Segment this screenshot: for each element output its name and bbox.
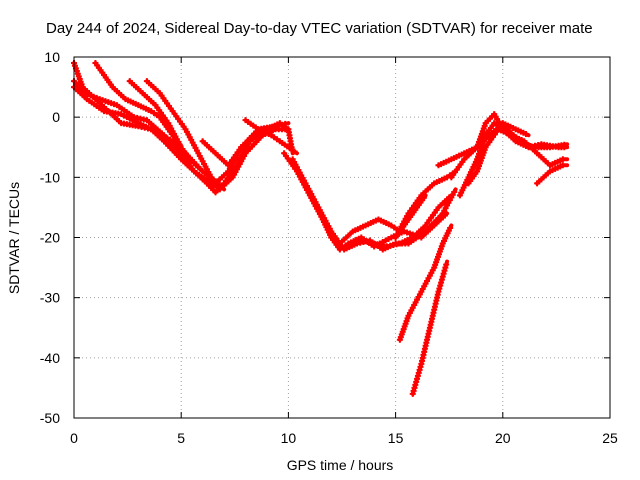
data-series-13 [392,169,458,241]
plus-marker [522,131,529,138]
plus-marker [87,92,94,99]
plus-marker [90,93,97,100]
y-tick-label: -10 [40,169,60,185]
y-axis-label: SDTVAR / TECUs [6,182,22,294]
data-series-group [71,60,570,397]
plus-marker [176,141,183,148]
x-tick-label: 20 [495,430,511,446]
plus-marker [197,166,204,173]
plus-marker [559,156,566,163]
data-series-6 [143,78,227,192]
plus-marker [561,141,568,148]
plus-marker [559,162,566,169]
plus-marker [93,94,100,101]
y-tick-label: -50 [40,410,60,426]
plus-marker [282,126,289,133]
plus-marker [451,189,458,196]
x-tick-label: 5 [177,430,185,446]
x-tick-label: 15 [388,430,404,446]
data-series-20 [534,162,570,187]
y-tick-label: -30 [40,290,60,306]
plus-marker [282,120,289,127]
y-tick-label: -40 [40,350,60,366]
data-series-5 [126,78,184,150]
plus-marker [218,184,225,191]
data-series-15 [409,259,450,397]
x-tick-label: 10 [281,430,297,446]
plus-marker [443,261,450,268]
y-tick-label: 0 [52,109,60,125]
plus-marker [441,212,448,219]
data-series-17 [456,120,570,199]
y-tick-label: -20 [40,230,60,246]
chart-title: Day 244 of 2024, Sidereal Day-to-day VTE… [46,20,593,37]
data-series-8 [242,117,299,156]
data-series-14 [396,223,454,343]
plus-marker [447,225,454,232]
y-tick-label: 10 [44,49,60,65]
plus-marker [291,148,298,155]
axis-ticks: 0 5 10 15 20 25 10 0 -10 -20 -30 -40 -50 [40,49,618,446]
x-axis-label: GPS time / hours [287,457,394,473]
data-series-19 [435,120,531,169]
x-tick-label: 25 [602,430,618,446]
data-series-4 [92,60,205,174]
data-series-18 [465,126,570,187]
x-tick-label: 0 [70,430,78,446]
